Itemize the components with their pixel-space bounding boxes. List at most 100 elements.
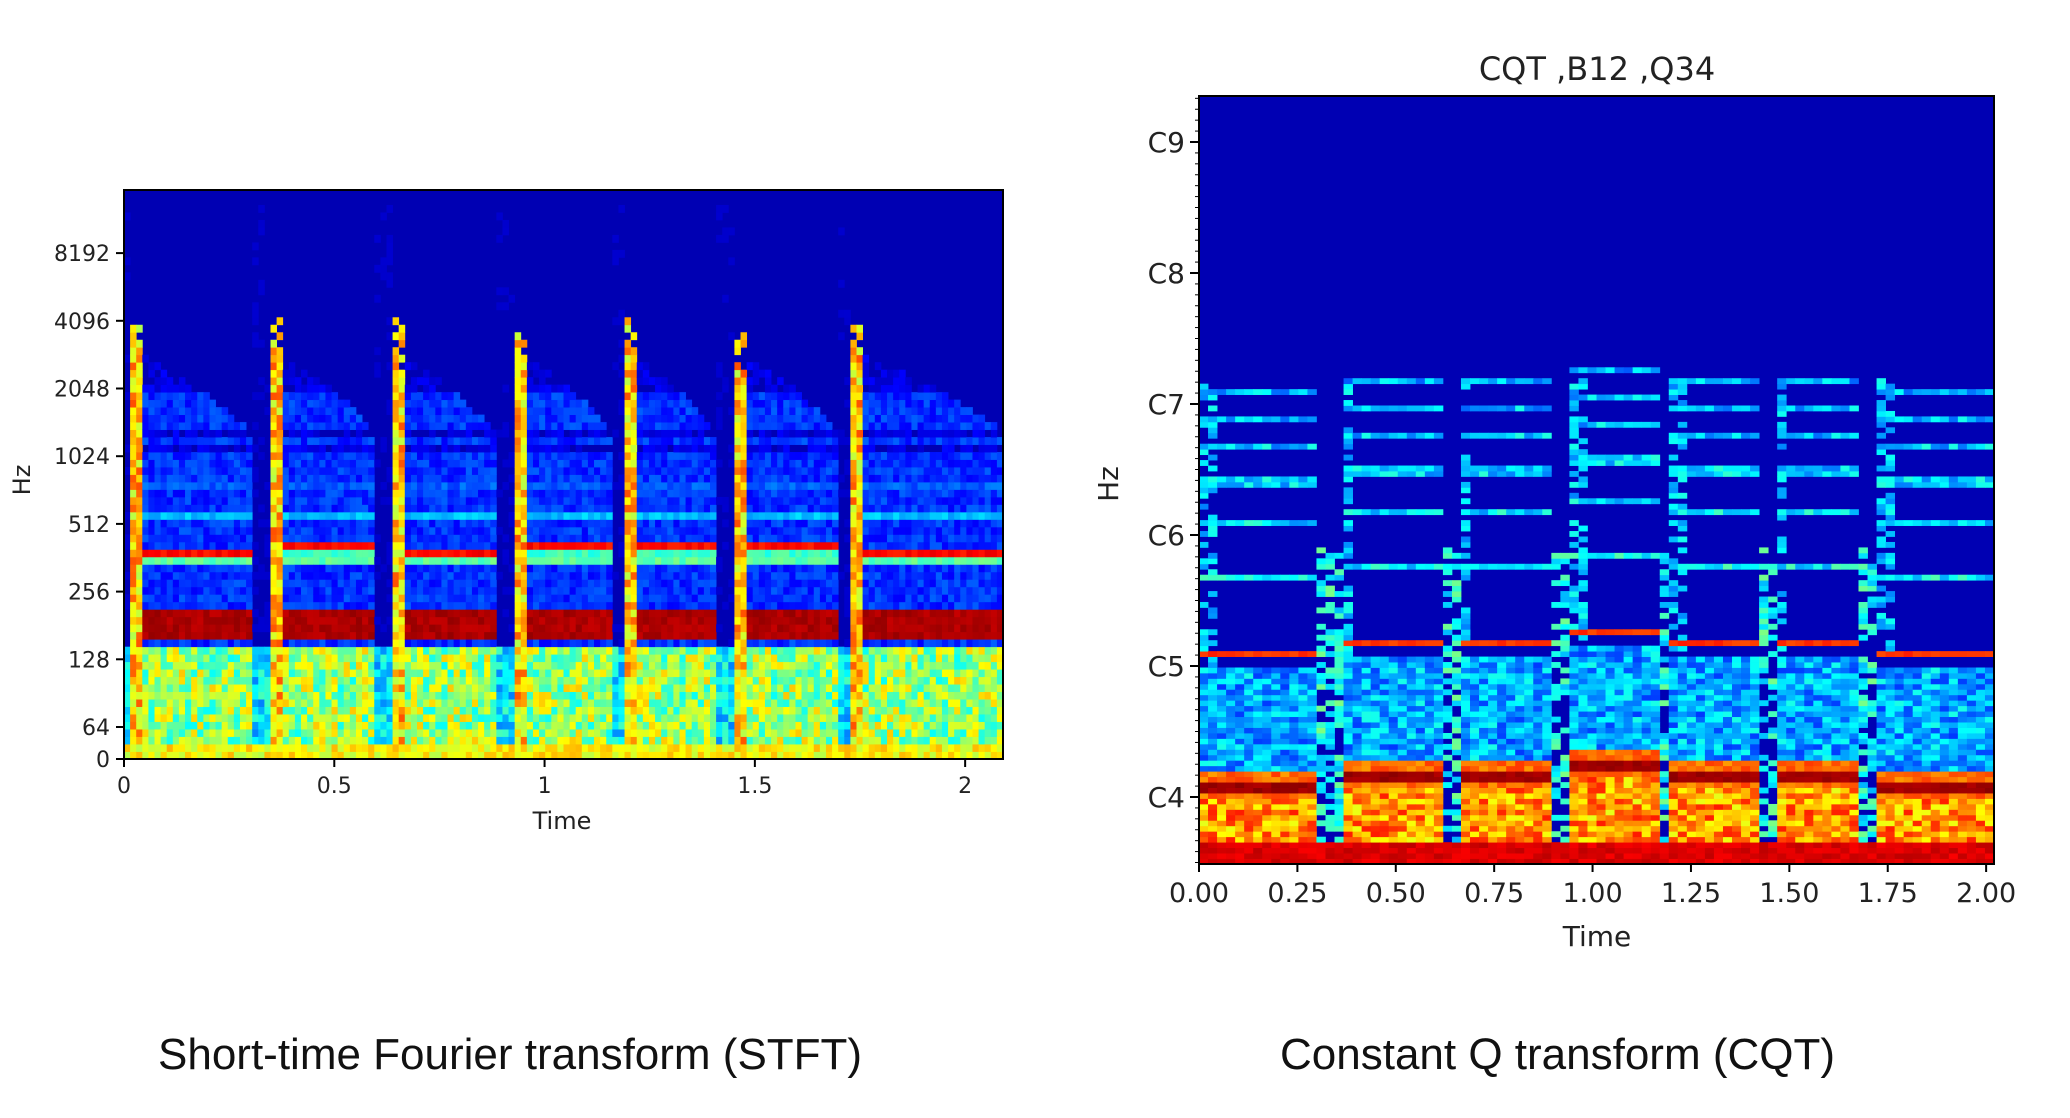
stft-cell xyxy=(398,714,406,722)
stft-cell xyxy=(178,414,186,423)
stft-cell xyxy=(661,541,668,550)
stft-cell xyxy=(539,586,546,595)
stft-cell xyxy=(691,699,699,707)
stft-cell xyxy=(429,736,436,745)
stft-cell xyxy=(319,437,326,445)
stft-cell xyxy=(563,399,570,408)
stft-cell xyxy=(355,579,363,588)
stft-cell xyxy=(417,631,424,640)
stft-cell xyxy=(307,444,314,453)
stft-cell xyxy=(191,526,198,535)
stft-cell xyxy=(612,669,619,678)
stft-cell xyxy=(148,474,155,483)
stft-cell xyxy=(587,496,595,505)
stft-cell xyxy=(270,467,277,475)
stft-cell xyxy=(691,422,699,430)
stft-cell xyxy=(691,594,699,603)
stft-cell xyxy=(691,504,699,513)
stft-cell xyxy=(575,444,583,453)
stft-cell xyxy=(148,437,155,445)
stft-cell xyxy=(410,721,418,730)
stft-cell xyxy=(392,429,400,438)
stft-cell xyxy=(197,646,204,655)
stft-cell xyxy=(185,661,192,670)
stft-cell xyxy=(185,564,192,573)
stft-cell xyxy=(410,481,418,490)
stft-cell xyxy=(197,467,204,475)
stft-cell xyxy=(490,654,497,663)
stft-cell xyxy=(642,684,650,693)
stft-cell xyxy=(691,459,699,468)
stft-cell xyxy=(587,579,595,588)
stft-cell xyxy=(496,212,503,221)
stft-cell xyxy=(478,549,485,558)
stft-cell xyxy=(685,474,693,483)
stft-cell xyxy=(752,571,760,580)
stft-cell xyxy=(429,751,436,760)
stft-cell xyxy=(307,459,314,468)
stft-cell xyxy=(746,504,754,513)
stft-cell xyxy=(160,392,168,401)
stft-cell xyxy=(642,526,650,535)
stft-cell xyxy=(325,714,332,722)
stft-cell xyxy=(124,661,131,670)
stft-cell xyxy=(661,556,668,565)
stft-cell xyxy=(185,384,192,393)
stft-cell xyxy=(166,541,174,550)
stft-cell xyxy=(447,661,455,670)
stft-cell xyxy=(160,489,168,498)
stft-cell xyxy=(294,639,302,648)
stft-cell xyxy=(777,586,784,595)
stft-cell xyxy=(197,452,204,460)
stft-cell xyxy=(124,534,131,543)
stft-cell xyxy=(276,414,284,423)
stft-cell xyxy=(392,744,400,752)
stft-cell xyxy=(691,407,699,416)
stft-cell xyxy=(465,429,473,438)
stft-cell xyxy=(337,684,345,693)
stft-cell xyxy=(636,564,644,573)
stft-cell xyxy=(130,399,137,408)
stft-cell xyxy=(294,609,302,618)
stft-cell xyxy=(771,646,778,655)
stft-cell xyxy=(630,362,638,371)
stft-cell xyxy=(435,452,442,460)
stft-cell xyxy=(600,556,607,565)
stft-cell xyxy=(301,586,308,595)
stft-cell xyxy=(453,504,461,513)
stft-cell xyxy=(203,721,210,730)
stft-cell xyxy=(752,646,760,655)
stft-cell xyxy=(148,594,155,603)
stft-cell xyxy=(276,332,284,341)
stft-cell xyxy=(386,496,393,505)
stft-cell xyxy=(313,541,320,550)
stft-cell xyxy=(209,489,216,498)
stft-cell xyxy=(276,437,284,445)
stft-cell xyxy=(514,347,522,356)
stft-cell xyxy=(404,639,412,648)
stft-cell xyxy=(288,736,296,745)
stft-cell xyxy=(148,639,155,648)
stft-cell xyxy=(191,556,198,565)
stft-cell xyxy=(563,459,570,468)
stft-cell xyxy=(471,609,479,618)
stft-cell xyxy=(246,452,253,460)
stft-cell xyxy=(294,541,302,550)
stft-cell xyxy=(233,714,241,722)
stft-cell xyxy=(551,459,558,468)
stft-cell xyxy=(667,616,674,625)
stft-cell xyxy=(349,646,357,655)
stft-cell xyxy=(380,706,387,715)
stft-cell xyxy=(178,616,186,625)
stft-cell xyxy=(288,616,296,625)
stft-cell xyxy=(441,549,448,558)
stft-cell xyxy=(459,467,467,475)
stft-cell xyxy=(673,429,680,438)
stft-cell xyxy=(478,706,485,715)
stft-cell xyxy=(276,751,284,760)
stft-cell xyxy=(429,511,436,520)
stft-cell xyxy=(209,684,216,693)
stft-cell xyxy=(374,646,381,655)
stft-cell xyxy=(734,684,741,693)
stft-cell xyxy=(154,474,162,483)
